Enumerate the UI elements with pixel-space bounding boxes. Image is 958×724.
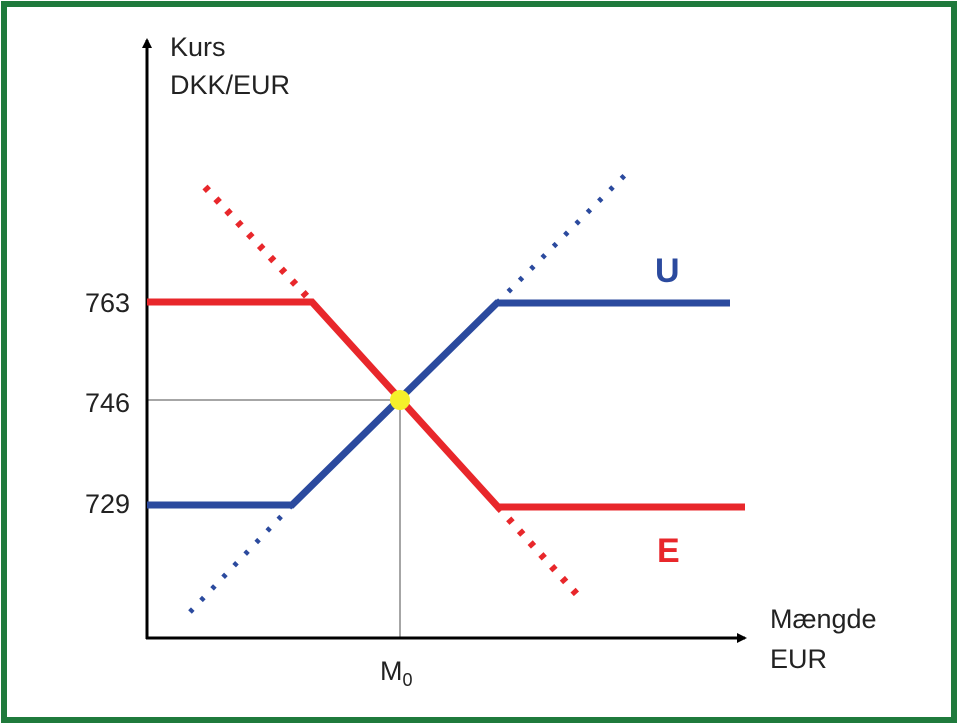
- curve-label-e: E: [657, 532, 680, 570]
- equilibrium-point: [390, 390, 410, 410]
- y-tick-label: 729: [85, 489, 130, 519]
- curve-e-dotted: [202, 184, 315, 305]
- x-axis-label: EUR: [770, 644, 827, 674]
- x-marker-subscript: 0: [403, 670, 413, 690]
- curve-e-dotted: [495, 504, 585, 603]
- x-marker-text: M: [380, 656, 403, 686]
- y-tick-label: 763: [85, 288, 130, 318]
- y-tick-label: 746: [85, 388, 130, 418]
- x-axis-label: Mængde: [770, 604, 877, 634]
- y-axis-label: DKK/EUR: [170, 70, 290, 100]
- x-marker-label: M0: [380, 656, 413, 690]
- curve-label-u: U: [655, 252, 680, 290]
- y-axis-label: Kurs: [170, 32, 226, 62]
